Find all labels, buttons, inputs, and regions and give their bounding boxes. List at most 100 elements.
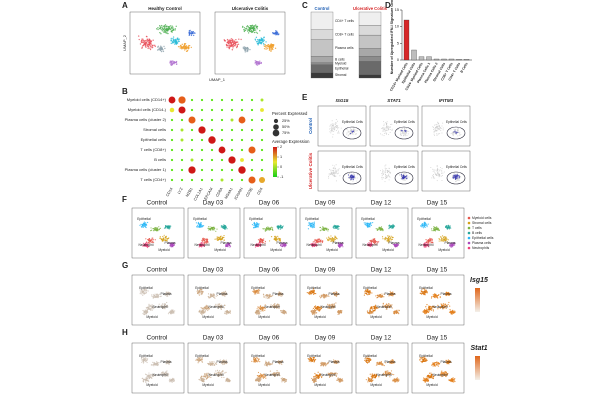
cell-dot — [201, 308, 202, 309]
cell-dot — [335, 168, 336, 169]
cell-dot — [272, 45, 273, 46]
cell-dot — [318, 240, 319, 241]
cell-dot — [141, 227, 142, 228]
cell-dot — [256, 312, 257, 313]
cell-dot — [162, 240, 163, 241]
label: Plasma — [385, 292, 396, 296]
cell-dot — [338, 225, 339, 226]
expression-dot — [261, 139, 263, 141]
cell-dot — [243, 48, 244, 49]
cell-dot — [173, 311, 174, 312]
cell-dot — [162, 236, 163, 237]
cell-dot — [451, 247, 452, 248]
plot-frame — [188, 275, 240, 325]
cell-dot — [336, 228, 337, 229]
cell-dot — [454, 175, 455, 176]
cell-dot — [337, 132, 338, 133]
cell-dot — [203, 308, 204, 309]
cell-dot — [173, 40, 174, 41]
cell-dot — [258, 291, 259, 292]
cell-dot — [262, 41, 263, 42]
cell-dot — [141, 42, 142, 43]
cell-dot — [456, 181, 457, 182]
cell-dot — [200, 311, 201, 312]
cell-dot — [208, 226, 209, 227]
cell-dot — [350, 177, 351, 178]
cell-dot — [157, 29, 158, 30]
cell-dot — [420, 225, 421, 226]
cell-dot — [230, 246, 231, 247]
cell-dot — [335, 122, 336, 123]
cell-dot — [334, 176, 335, 177]
cell-dot — [259, 290, 260, 291]
cell-dot — [267, 48, 268, 49]
cell-dot — [202, 241, 203, 242]
cell-dot — [445, 238, 446, 239]
cell-dot — [377, 230, 378, 231]
label: Epithelial — [251, 286, 265, 290]
cell-dot — [382, 295, 383, 296]
label: Myeloid — [158, 248, 170, 252]
cell-dot — [385, 122, 386, 123]
label: Neutrophil — [376, 305, 391, 309]
legend-swatch — [468, 247, 471, 250]
cell-dot — [448, 304, 449, 305]
cell-dot — [158, 46, 159, 47]
cell-dot — [384, 239, 385, 240]
cell-dot — [325, 295, 326, 296]
expression-dot — [211, 159, 213, 161]
cell-dot — [391, 130, 392, 131]
cell-dot — [284, 245, 285, 246]
cell-dot — [423, 227, 424, 228]
cell-dot — [263, 296, 264, 297]
cell-dot — [230, 310, 231, 311]
cell-dot — [286, 313, 287, 314]
cell-dot — [352, 132, 353, 133]
cell-dot — [369, 225, 370, 226]
cell-dot — [460, 177, 461, 178]
cell-dot — [437, 180, 438, 181]
cell-dot — [283, 310, 284, 311]
cell-dot — [232, 39, 233, 40]
cell-dot — [427, 240, 428, 241]
stack-segment — [311, 73, 333, 78]
cell-dot — [145, 311, 146, 312]
cell-dot — [368, 291, 369, 292]
cell-dot — [440, 240, 441, 241]
cell-dot — [352, 175, 353, 176]
cell-dot — [439, 175, 440, 176]
cell-dot — [433, 177, 434, 178]
cell-dot — [381, 226, 382, 227]
legend-swatch — [468, 242, 471, 245]
legend-dot — [274, 119, 278, 123]
cell-dot — [258, 42, 259, 43]
cell-dot — [400, 132, 401, 133]
legend-swatch — [468, 222, 471, 225]
cell-dot — [142, 225, 143, 226]
cell-dot — [157, 49, 158, 50]
cell-dot — [214, 298, 215, 299]
cell-dot — [271, 47, 272, 48]
cell-dot — [452, 132, 453, 133]
cell-dot — [261, 239, 262, 240]
cell-dot — [352, 133, 353, 134]
cell-dot — [259, 41, 260, 42]
cell-dot — [341, 128, 342, 129]
expression-dot — [211, 179, 213, 181]
cell-dot — [165, 24, 166, 25]
cell-dot — [279, 227, 280, 228]
cell-dot — [171, 43, 172, 44]
cell-dot — [232, 42, 233, 43]
cell-dot — [387, 126, 388, 127]
cell-dot — [330, 130, 331, 131]
cell-dot — [352, 181, 353, 182]
cell-dot — [315, 310, 316, 311]
cell-dot — [460, 134, 461, 135]
cell-dot — [186, 45, 187, 46]
cell-dot — [327, 230, 328, 231]
cell-dot — [145, 238, 146, 239]
cell-dot — [385, 172, 386, 173]
cell-dot — [196, 222, 197, 223]
cell-dot — [383, 177, 384, 178]
cell-dot — [336, 226, 337, 227]
